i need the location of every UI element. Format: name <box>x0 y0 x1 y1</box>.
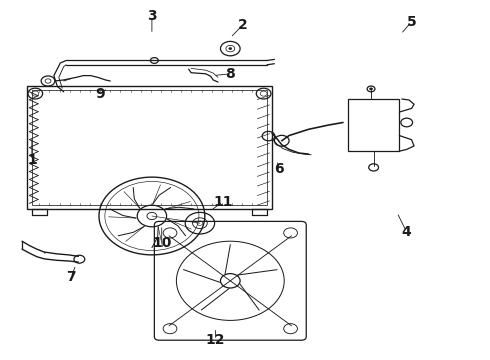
Text: 3: 3 <box>147 9 157 23</box>
Text: 7: 7 <box>66 270 76 284</box>
Bar <box>348 99 399 151</box>
Text: 6: 6 <box>274 162 284 176</box>
Text: 12: 12 <box>206 333 225 347</box>
Circle shape <box>229 48 232 50</box>
Text: 8: 8 <box>225 67 235 81</box>
Circle shape <box>369 88 372 90</box>
Text: 10: 10 <box>152 236 172 250</box>
Text: 1: 1 <box>27 153 37 167</box>
Bar <box>32 90 267 205</box>
Text: 11: 11 <box>213 195 233 208</box>
Bar <box>27 86 272 209</box>
Text: 5: 5 <box>407 15 416 28</box>
Text: 2: 2 <box>238 18 247 32</box>
Text: 4: 4 <box>402 225 412 239</box>
Text: 9: 9 <box>96 87 105 100</box>
